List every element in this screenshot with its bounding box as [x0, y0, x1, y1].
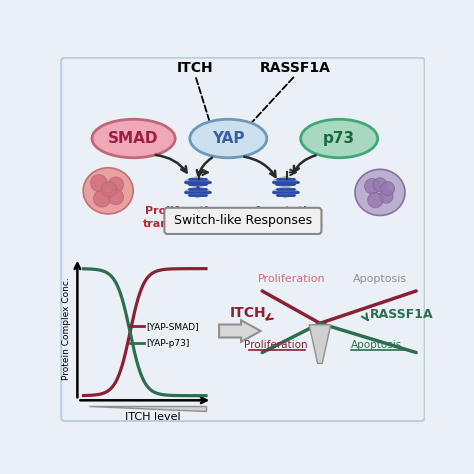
Text: Apoptotic
transcription: Apoptotic transcription — [243, 206, 324, 228]
Text: Proliferative
transcription: Proliferative transcription — [143, 206, 224, 228]
Text: RASSF1A: RASSF1A — [370, 308, 434, 320]
Circle shape — [373, 178, 387, 191]
Text: Proliferation: Proliferation — [258, 273, 325, 283]
FancyBboxPatch shape — [61, 58, 425, 421]
FancyBboxPatch shape — [164, 208, 321, 234]
Circle shape — [368, 192, 383, 208]
Ellipse shape — [92, 119, 175, 158]
Circle shape — [379, 189, 393, 203]
Text: Protein Complex Conc.: Protein Complex Conc. — [62, 278, 71, 381]
Circle shape — [101, 182, 117, 197]
Circle shape — [108, 189, 124, 205]
Text: [YAP-p73]: [YAP-p73] — [146, 339, 189, 348]
Circle shape — [91, 175, 108, 191]
Text: ITCH: ITCH — [177, 61, 213, 75]
Text: p73: p73 — [323, 131, 355, 146]
Circle shape — [93, 190, 110, 207]
Text: ITCH level: ITCH level — [125, 412, 180, 422]
Text: Apoptosis: Apoptosis — [353, 273, 407, 283]
Text: SMAD: SMAD — [109, 131, 159, 146]
Text: Apoptosis: Apoptosis — [350, 340, 402, 350]
Circle shape — [365, 179, 380, 194]
Text: RASSF1A: RASSF1A — [260, 61, 331, 75]
Ellipse shape — [83, 168, 133, 214]
Text: [YAP-SMAD]: [YAP-SMAD] — [146, 322, 199, 331]
Circle shape — [108, 177, 124, 192]
Polygon shape — [89, 407, 206, 411]
Circle shape — [381, 182, 395, 195]
Text: ITCH: ITCH — [230, 306, 267, 319]
Ellipse shape — [355, 169, 405, 216]
Text: YAP: YAP — [212, 131, 245, 146]
Polygon shape — [219, 320, 261, 342]
Text: Proliferation: Proliferation — [244, 340, 308, 350]
Ellipse shape — [190, 119, 267, 158]
Polygon shape — [309, 325, 331, 364]
Ellipse shape — [301, 119, 378, 158]
Text: Switch-like Responses: Switch-like Responses — [174, 214, 312, 228]
